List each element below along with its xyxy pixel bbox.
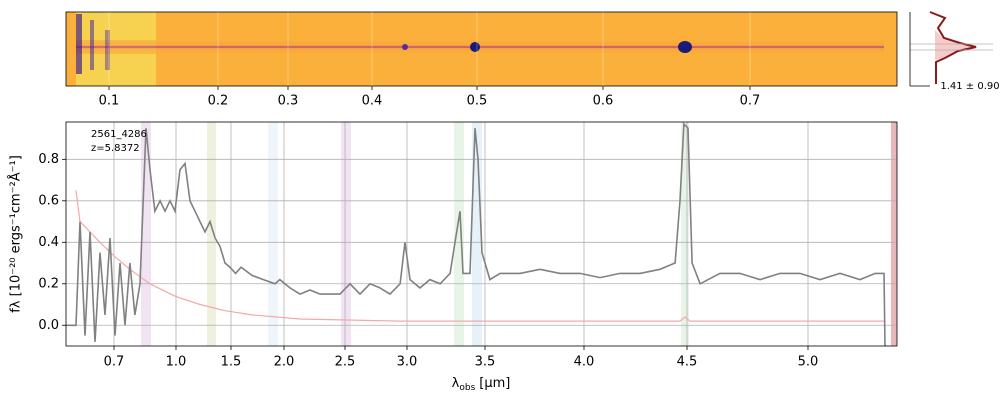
x-axis-label: λobs [μm] <box>452 376 511 393</box>
redshift: z=5.8372 <box>91 143 140 154</box>
x-tick-label: 3.0 <box>397 355 418 370</box>
line-markers <box>141 122 897 346</box>
x-label-symbol: λ <box>452 376 460 391</box>
top-x-tick-label: 0.2 <box>208 94 229 109</box>
x-tick-label: 3.5 <box>475 355 496 370</box>
y-tick-label: 0.8 <box>38 152 59 167</box>
x-tick-label: 2.0 <box>274 355 295 370</box>
plot-frame <box>65 121 898 347</box>
top-x-tick-label: 0.7 <box>740 94 761 109</box>
y-tick-label: 0.0 <box>38 318 59 333</box>
series-line <box>75 190 884 322</box>
top-x-tick-label: 0.6 <box>593 94 614 109</box>
y-tick-label: 0.2 <box>38 276 59 291</box>
x-label-sub: obs <box>459 383 475 393</box>
series-line <box>66 122 886 347</box>
spectrum-2d <box>65 11 898 87</box>
top-x-tick-label: 0.4 <box>362 94 383 109</box>
x-tick-label: 1.5 <box>221 355 242 370</box>
top-x-tick-label: 0.1 <box>99 94 120 109</box>
y-axis-label: fλ [10⁻²⁰ ergs⁻¹cm⁻²Å⁻¹] <box>8 155 24 313</box>
top-x-tick-label: 0.5 <box>467 94 488 109</box>
profile-panel: 1.41 ± 0.90 <box>909 11 1000 92</box>
x-tick-label: 2.5 <box>335 355 356 370</box>
object-id: 2561_4286 <box>91 129 147 140</box>
profile-label: 1.41 ± 0.90 <box>940 81 999 92</box>
x-tick-label: 4.5 <box>677 355 698 370</box>
y-tick-label: 0.4 <box>38 235 59 250</box>
x-label-unit: [μm] <box>479 376 510 391</box>
y-tick-label: 0.6 <box>38 193 59 208</box>
x-tick-label: 4.0 <box>574 355 595 370</box>
x-tick-label: 5.0 <box>798 355 819 370</box>
x-tick-label: 1.0 <box>166 355 187 370</box>
x-tick-label: 0.7 <box>104 355 125 370</box>
top-x-tick-label: 0.3 <box>278 94 299 109</box>
